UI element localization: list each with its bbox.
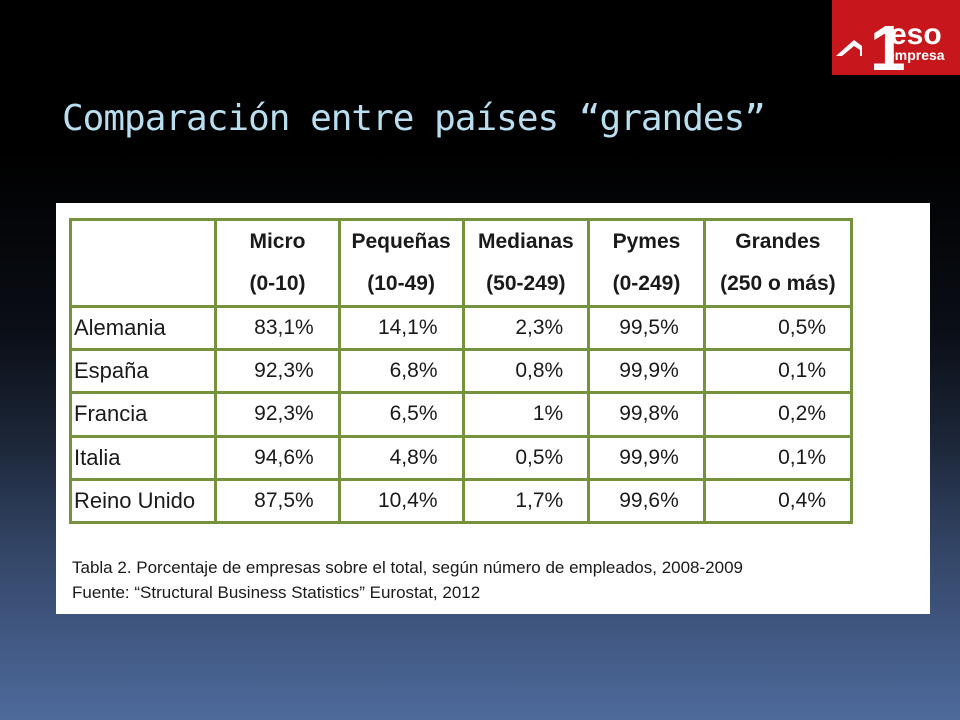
table-cell: 87,5% <box>214 477 341 525</box>
table-cell: 1% <box>461 391 591 438</box>
table-image-panel: Micro (0-10) Pequeñas (10-49) Medianas (50-… <box>56 203 930 614</box>
table-cell: 92,3% <box>214 391 341 438</box>
table-cell: 0,1% <box>702 434 854 481</box>
table-cell: 0,4% <box>702 477 854 525</box>
row-label: Reino Unido <box>68 477 218 525</box>
table-row: Reino Unido 87,5% 10,4% 1,7% 99,6% 0,4% <box>68 477 854 525</box>
table-cell: 0,8% <box>461 348 591 395</box>
table-cell: 0,5% <box>461 434 591 481</box>
table-cell: 14,1% <box>337 304 465 352</box>
table-cell: 6,5% <box>337 391 465 438</box>
table-cell: 99,6% <box>587 477 706 525</box>
table-row: Alemania 83,1% 14,1% 2,3% 99,5% 0,5% <box>68 304 854 352</box>
logo-number: 1 <box>870 12 906 75</box>
row-label: España <box>68 348 218 395</box>
table-cell: 10,4% <box>337 477 465 525</box>
table-row: España 92,3% 6,8% 0,8% 99,9% 0,1% <box>68 348 854 395</box>
table-cell: 0,2% <box>702 391 854 438</box>
brand-logo: 1 eso empresa <box>832 0 960 75</box>
header-corner <box>68 218 218 308</box>
slide-title: Comparación entre países “grandes” <box>62 98 766 139</box>
table-cell: 99,9% <box>587 348 706 395</box>
table-cell: 99,8% <box>587 391 706 438</box>
caption-line-1: Tabla 2. Porcentaje de empresas sobre el… <box>72 558 743 577</box>
table-cell: 4,8% <box>337 434 465 481</box>
logo-word-top: eso <box>890 18 942 51</box>
row-label: Italia <box>68 434 218 481</box>
table-cell: 1,7% <box>461 477 591 525</box>
table-cell: 0,1% <box>702 348 854 395</box>
table-cell: 99,5% <box>587 304 706 352</box>
table-cell: 0,5% <box>702 304 854 352</box>
header-pymes: Pymes (0-249) <box>587 218 706 308</box>
row-label: Alemania <box>68 304 218 352</box>
header-pequenas: Pequeñas (10-49) <box>337 218 465 308</box>
header-micro: Micro (0-10) <box>214 218 341 308</box>
table-row: Francia 92,3% 6,5% 1% 99,8% 0,2% <box>68 391 854 438</box>
header-grandes: Grandes (250 o más) <box>702 218 854 308</box>
table-cell: 6,8% <box>337 348 465 395</box>
logo-graphic: 1 eso empresa <box>836 12 945 75</box>
caption-source: Fuente: “Structural Business Statistics”… <box>72 583 481 602</box>
row-label: Francia <box>68 391 218 438</box>
table-cell: 94,6% <box>214 434 341 481</box>
table-cell: 2,3% <box>461 304 591 352</box>
table-cell: 92,3% <box>214 348 341 395</box>
table-cell: 99,9% <box>587 434 706 481</box>
table-caption: Tabla 2. Porcentaje de empresas sobre el… <box>72 555 743 605</box>
table-row: Italia 94,6% 4,8% 0,5% 99,9% 0,1% <box>68 434 854 481</box>
table-header-row: Micro (0-10) Pequeñas (10-49) Medianas (50-… <box>68 218 854 308</box>
logo-word-bottom: empresa <box>887 47 945 63</box>
table-cell: 83,1% <box>214 304 341 352</box>
comparison-table: Micro (0-10) Pequeñas (10-49) Medianas (50-… <box>68 218 854 525</box>
header-medianas: Medianas (50-249) <box>461 218 591 308</box>
